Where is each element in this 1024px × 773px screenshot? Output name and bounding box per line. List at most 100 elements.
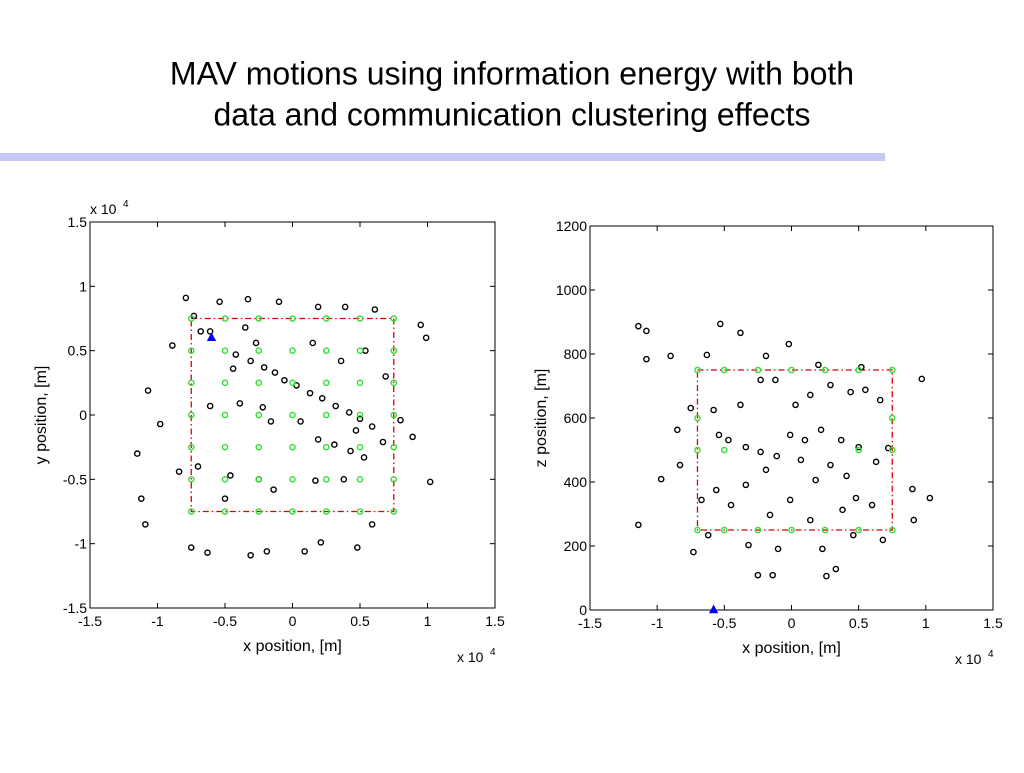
marker bbox=[142, 521, 149, 528]
marker bbox=[390, 411, 398, 419]
marker bbox=[918, 375, 926, 383]
marker bbox=[345, 409, 353, 416]
marker bbox=[703, 351, 711, 359]
marker bbox=[757, 376, 764, 384]
marker bbox=[772, 376, 779, 384]
marker bbox=[839, 506, 846, 514]
marker bbox=[221, 443, 229, 451]
marker bbox=[340, 476, 348, 483]
marker bbox=[244, 295, 252, 303]
marker bbox=[390, 379, 398, 387]
marker bbox=[422, 334, 430, 342]
marker bbox=[356, 411, 364, 419]
marker bbox=[766, 511, 774, 519]
title-line: data and communication clustering effect… bbox=[213, 96, 810, 132]
marker bbox=[306, 389, 314, 397]
marker bbox=[888, 366, 896, 374]
marker bbox=[694, 414, 701, 422]
marker bbox=[255, 508, 263, 515]
marker bbox=[221, 476, 229, 483]
marker bbox=[788, 366, 795, 374]
marker bbox=[390, 443, 398, 451]
marker bbox=[360, 454, 368, 461]
marker bbox=[255, 411, 263, 419]
y-tick-label: 1 bbox=[79, 278, 87, 294]
x-tick-label: 0.5 bbox=[849, 615, 869, 631]
marker bbox=[390, 315, 398, 322]
marker bbox=[745, 541, 752, 549]
marker bbox=[635, 322, 642, 330]
x-tick-label: 1 bbox=[424, 613, 432, 629]
marker bbox=[271, 369, 279, 376]
marker bbox=[708, 604, 719, 614]
marker bbox=[356, 415, 364, 423]
marker bbox=[868, 501, 876, 509]
marker bbox=[710, 406, 717, 414]
marker bbox=[187, 476, 195, 483]
marker bbox=[322, 347, 330, 354]
marker bbox=[263, 548, 271, 555]
marker bbox=[182, 294, 190, 302]
marker bbox=[229, 365, 237, 372]
y-tick-label: 800 bbox=[564, 346, 588, 362]
marker bbox=[786, 496, 794, 504]
marker bbox=[910, 516, 918, 524]
marker bbox=[289, 315, 296, 322]
plot-area bbox=[589, 225, 994, 611]
marker bbox=[314, 303, 322, 311]
marker bbox=[837, 436, 845, 444]
x-tick-label: -1 bbox=[151, 613, 164, 629]
x-tick-label: 1.5 bbox=[485, 613, 505, 629]
marker bbox=[259, 403, 267, 411]
marker bbox=[289, 508, 296, 515]
marker bbox=[216, 298, 223, 306]
marker bbox=[133, 450, 141, 457]
marker bbox=[289, 411, 296, 419]
marker bbox=[855, 366, 862, 374]
x-tick-label: -0.5 bbox=[213, 613, 237, 629]
marker bbox=[322, 315, 330, 322]
marker bbox=[694, 526, 701, 534]
x-tick-label: -1 bbox=[651, 615, 664, 631]
axis-multiplier: x 10 bbox=[955, 651, 982, 667]
marker bbox=[872, 458, 880, 466]
x-tick-label: 0.5 bbox=[350, 613, 370, 629]
marker bbox=[368, 423, 376, 430]
marker bbox=[390, 347, 398, 354]
marker bbox=[879, 536, 887, 544]
marker bbox=[788, 526, 795, 534]
marker bbox=[187, 379, 195, 387]
marker bbox=[347, 447, 354, 455]
marker bbox=[289, 347, 296, 354]
marker bbox=[255, 347, 263, 354]
marker bbox=[827, 461, 834, 469]
x-axis-label: x position, [m] bbox=[742, 640, 841, 657]
marker bbox=[855, 526, 862, 534]
marker bbox=[737, 401, 744, 409]
marker bbox=[807, 391, 814, 399]
marker bbox=[888, 414, 896, 422]
marker bbox=[221, 508, 229, 515]
x-axis-label: x position, [m] bbox=[243, 638, 342, 655]
marker bbox=[888, 446, 896, 454]
marker bbox=[888, 526, 896, 534]
y-tick-label: 600 bbox=[564, 410, 588, 426]
marker bbox=[322, 476, 330, 483]
marker bbox=[786, 431, 794, 439]
marker bbox=[317, 539, 325, 546]
marker bbox=[221, 315, 229, 322]
marker bbox=[674, 426, 681, 434]
marker bbox=[667, 352, 674, 360]
marker bbox=[635, 521, 642, 529]
marker bbox=[187, 544, 195, 551]
marker bbox=[657, 475, 665, 483]
x-tick-label: -1.5 bbox=[578, 615, 602, 631]
marker bbox=[247, 357, 254, 365]
marker bbox=[773, 452, 781, 460]
marker bbox=[267, 418, 275, 425]
y-tick-label: 1000 bbox=[556, 282, 587, 298]
marker bbox=[379, 438, 387, 446]
marker bbox=[236, 400, 244, 407]
marker bbox=[187, 411, 195, 419]
marker bbox=[815, 361, 822, 369]
